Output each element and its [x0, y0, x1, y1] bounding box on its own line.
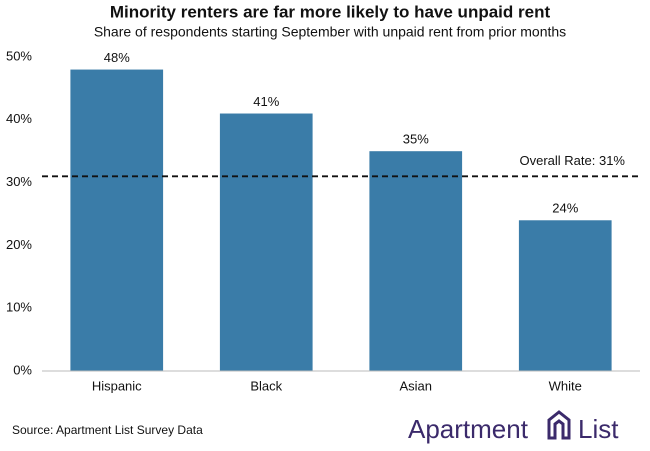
x-tick-label: Hispanic: [92, 378, 142, 393]
x-tick-label: White: [549, 378, 582, 393]
bar: [219, 113, 313, 372]
x-tick-label: Black: [250, 378, 282, 393]
source-note: Source: Apartment List Survey Data: [12, 423, 203, 437]
y-tick-label: 10%: [6, 300, 32, 315]
value-label: 41%: [253, 94, 279, 109]
value-label: 35%: [403, 132, 429, 147]
logo-icon: [547, 410, 571, 440]
value-label: 24%: [552, 201, 578, 216]
y-tick-label: 30%: [6, 174, 32, 189]
logo: Apartment List: [408, 410, 619, 444]
logo-text: List: [578, 414, 619, 444]
y-tick-label: 20%: [6, 237, 32, 252]
bar: [70, 69, 164, 371]
bar: [518, 220, 612, 371]
y-tick-label: 0%: [13, 362, 32, 377]
chart-title: Minority renters are far more likely to …: [110, 2, 551, 21]
bar: [369, 151, 463, 371]
reference-label: Overall Rate: 31%: [520, 153, 626, 168]
chart-subtitle: Share of respondents starting September …: [94, 24, 566, 40]
y-tick-label: 40%: [6, 111, 32, 126]
y-tick-label: 50%: [6, 48, 32, 63]
value-label: 48%: [104, 50, 130, 65]
x-tick-label: Asian: [399, 378, 432, 393]
logo-text: Apartment: [408, 414, 529, 444]
